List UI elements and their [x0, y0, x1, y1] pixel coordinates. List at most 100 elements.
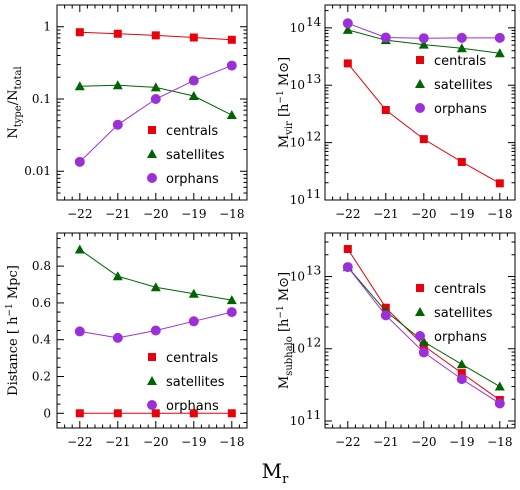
legend-centrals-marker: [148, 353, 156, 361]
y-axis-label-sub: type: [13, 105, 24, 127]
fraction-panel: −22 −21 −20 −19 −18 0.01 0.1 1 Ntype/Ntotal centr…: [6, 4, 248, 221]
x-tick-label: −18: [219, 207, 244, 221]
legend-orphans-label: orphans: [434, 330, 487, 345]
y-tick-label: 10: [290, 193, 305, 207]
centrals-point: [457, 369, 466, 378]
y-tick-exponent: 11: [306, 408, 321, 422]
centrals-point: [113, 29, 122, 38]
legend-orphans-marker: [415, 331, 425, 341]
x-tick-label: −22: [335, 435, 360, 449]
y-tick-label: 10: [290, 342, 305, 356]
y-axis-label-unit: M⊙]: [277, 57, 292, 90]
y-tick-label: 10: [290, 136, 305, 150]
x-tick-label: −21: [373, 207, 398, 221]
satellites-point: [456, 43, 467, 53]
orphans-point: [74, 156, 85, 167]
legend-satellites-label: satellites: [434, 306, 493, 321]
x-tick-label: −22: [67, 207, 92, 221]
legend-satellites-label: satellites: [166, 375, 225, 390]
satellites-point: [188, 288, 199, 298]
legend-orphans-label: orphans: [166, 172, 219, 187]
orphans-point: [380, 32, 391, 43]
x-tick-label: −21: [373, 435, 398, 449]
satellites-point: [188, 91, 199, 101]
centrals-point: [189, 33, 198, 42]
satellites-point: [494, 381, 505, 391]
x-tick-label: −22: [335, 207, 360, 221]
orphans-point: [112, 332, 123, 343]
y-tick-label: 10: [290, 78, 305, 92]
orphans-point: [150, 325, 161, 336]
orphans-point: [226, 60, 237, 71]
satellites-point: [418, 39, 429, 49]
orphans-point: [456, 32, 467, 43]
y-tick-exponent: 11: [306, 187, 321, 201]
y-tick-label: 0.4: [32, 333, 51, 347]
orphans-point: [456, 374, 467, 385]
satellites-point: [494, 48, 505, 58]
y-tick-exponent: 12: [306, 336, 321, 350]
orphans-point: [494, 398, 505, 409]
x-tick-label: −19: [449, 435, 474, 449]
legend-centrals-label: centrals: [434, 282, 486, 297]
orphans-point: [494, 32, 505, 43]
y-tick-label: 0.6: [32, 296, 51, 310]
legend-orphans-marker: [147, 400, 157, 410]
legend-satellites-marker: [415, 79, 425, 88]
centrals-point: [495, 179, 504, 188]
legend-orphans-marker: [415, 103, 425, 113]
legend-centrals-marker: [148, 126, 156, 134]
satellites-point: [226, 110, 237, 120]
orphans-point: [380, 310, 391, 321]
orphans-point: [342, 18, 353, 29]
y-tick-label: 0.01: [24, 164, 51, 178]
y-axis-label: Msubhalo [h−1 M⊙]: [276, 272, 295, 389]
plot-frame: [324, 232, 516, 429]
legend-centrals-marker: [416, 284, 424, 292]
y-axis-label-mid: /N: [6, 90, 21, 106]
y-axis-label-sub: subhalo: [284, 336, 295, 376]
y-tick-label: 0.2: [32, 369, 51, 383]
satellites-point: [226, 295, 237, 305]
centrals-point: [189, 409, 198, 418]
orphans-point: [74, 326, 85, 337]
satellites-point: [418, 336, 429, 346]
x-tick-label: −19: [181, 207, 206, 221]
y-axis-label-unit: [277, 117, 292, 121]
satellites-point: [112, 80, 123, 90]
legend-orphans-marker: [147, 173, 157, 183]
x-tick-label: −20: [411, 435, 436, 449]
x-tick-label: −20: [411, 207, 436, 221]
legend-orphans-label: orphans: [434, 102, 487, 117]
x-tick-label: −19: [181, 435, 206, 449]
y-tick-exponent: 13: [306, 263, 321, 277]
x-tick-label: −22: [67, 435, 92, 449]
satellites-point: [150, 82, 161, 92]
satellites-point: [456, 359, 467, 369]
legend-satellites-label: satellites: [166, 148, 225, 163]
y-axis-label-sub: total: [13, 66, 24, 89]
y-tick-label: 10: [290, 414, 305, 428]
orphans-point: [112, 119, 123, 130]
y-axis-label-unit: Mpc]: [6, 265, 21, 303]
x-tick-label: −20: [143, 435, 168, 449]
centrals-point: [75, 409, 84, 418]
y-axis-label-sup: −1: [5, 303, 15, 316]
centrals-point: [419, 135, 428, 144]
y-tick-label: 0.8: [32, 259, 51, 273]
x-tick-label: −18: [487, 207, 512, 221]
legend-satellites-marker: [147, 149, 157, 158]
legend-orphans-label: orphans: [166, 399, 219, 414]
x-axis-label-sub: r: [282, 472, 289, 487]
y-axis-label-sub: vir: [284, 121, 295, 136]
legend-centrals-marker: [416, 56, 424, 64]
orphans-point: [188, 316, 199, 327]
centrals-point: [343, 245, 352, 254]
centrals-point: [75, 28, 84, 37]
legend-satellites-marker: [415, 307, 425, 316]
legend-centrals-label: centrals: [434, 54, 486, 69]
satellites-point: [74, 81, 85, 91]
distance-panel: −22 −21 −20 −19 −18 0 0.2 0.4 0.6 0.8 Distance [ h…: [5, 232, 248, 449]
x-tick-label: −19: [449, 207, 474, 221]
